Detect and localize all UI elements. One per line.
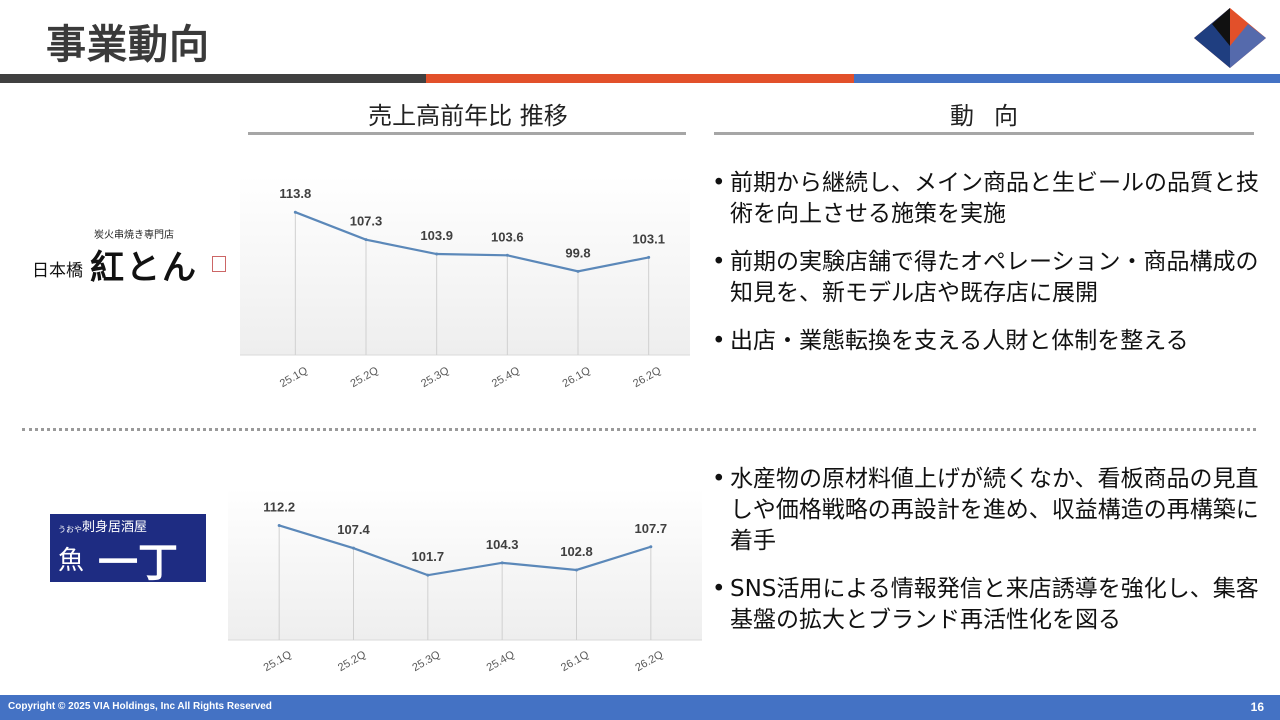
- trend-item: 水産物の原材料値上げが続くなか、看板商品の見直しや価格戦略の再設計を進め、収益構…: [712, 464, 1272, 557]
- iccho-brand-logo: うおや 刺身居酒屋 魚 一丁: [50, 514, 206, 582]
- data-label: 104.3: [486, 537, 519, 552]
- x-tick-label: 26.1Q: [561, 364, 593, 390]
- benton-sales-chart: 113.8 107.3 103.9 103.6 99.8 103.1 25.1Q 25.2Q 2…: [240, 150, 690, 410]
- data-point: [649, 545, 653, 549]
- x-tick-label: 25.1Q: [262, 648, 294, 674]
- benton-trend-list: 前期から継続し、メイン商品と生ビールの品質と技術を向上させる施策を実施 前期の実…: [712, 168, 1272, 374]
- data-label: 107.3: [350, 214, 383, 229]
- x-tick-label: 25.2Q: [336, 648, 368, 674]
- series-line: [294, 211, 649, 273]
- data-point: [426, 573, 430, 577]
- data-label: 112.2: [263, 499, 295, 514]
- benton-sales-chart-svg: 113.8 107.3 103.9 103.6 99.8 103.1 25.1Q 25.2Q 2…: [240, 176, 690, 390]
- trend-heading: 動向: [950, 102, 1038, 130]
- x-tick-label: 25.3Q: [419, 364, 451, 390]
- data-point: [505, 253, 509, 257]
- x-tick-label: 25.4Q: [490, 364, 522, 390]
- data-label: 103.6: [491, 229, 524, 244]
- data-point: [575, 568, 578, 572]
- x-tick-label: 25.4Q: [485, 648, 517, 674]
- data-label: 99.8: [565, 245, 590, 260]
- data-label: 113.8: [279, 186, 311, 201]
- data-label: 101.7: [412, 549, 445, 564]
- data-label: 103.1: [632, 231, 665, 246]
- trend-item: 前期から継続し、メイン商品と生ビールの品質と技術を向上させる施策を実施: [712, 168, 1272, 230]
- x-tick-label: 25.3Q: [410, 648, 442, 674]
- page-title: 事業動向: [46, 22, 210, 68]
- benton-prefix: 日本橋: [32, 261, 83, 281]
- data-label: 107.7: [635, 521, 668, 536]
- seal-stamp-icon: [212, 256, 226, 272]
- page-number: 16: [1250, 700, 1264, 714]
- iccho-trend-list: 水産物の原材料値上げが続くなか、看板商品の見直しや価格戦略の再設計を進め、収益構…: [712, 464, 1272, 653]
- footer-bar: Copyright © 2025 VIA Holdings, Inc All R…: [0, 695, 1280, 720]
- plot-area: [240, 176, 690, 355]
- iccho-sales-chart: 112.2 107.4 101.7 104.3 102.8 107.7 25.1Q 25.2Q…: [228, 468, 702, 694]
- trend-item: 出店・業態転換を支える人財と体制を整える: [712, 326, 1272, 357]
- via-logo-icon: [1194, 8, 1266, 68]
- iccho-sales-chart-svg: 112.2 107.4 101.7 104.3 102.8 107.7 25.1Q 25.2Q…: [228, 488, 702, 674]
- benton-name: 紅とん: [90, 248, 198, 288]
- data-label: 102.8: [560, 544, 593, 559]
- iccho-tagline: 刺身居酒屋: [82, 520, 148, 535]
- data-point: [500, 561, 504, 565]
- fish-emblem-icon: 魚: [58, 546, 85, 576]
- sales-heading-rule: [248, 132, 686, 135]
- header-band-dark: [0, 74, 426, 83]
- x-tick-label: 26.2Q: [631, 364, 663, 390]
- data-point: [364, 238, 368, 242]
- iccho-kana: うおや: [58, 525, 82, 534]
- sales-yoy-heading: 売上高前年比 推移: [368, 102, 568, 130]
- section-divider: [22, 428, 1256, 431]
- plot-area: [228, 488, 702, 640]
- copyright-text: Copyright © 2025 VIA Holdings, Inc All R…: [8, 701, 272, 712]
- benton-brand-logo: 炭火串焼き専門店 日本橋 紅とん: [30, 226, 226, 288]
- x-tick-label: 25.2Q: [349, 364, 381, 390]
- data-point: [576, 269, 580, 273]
- header-band-orange: [426, 74, 854, 83]
- trend-item: 前期の実験店舗で得たオペレーション・商品構成の知見を、新モデル店や既存店に展開: [712, 247, 1272, 309]
- benton-tagline: 炭火串焼き専門店: [94, 230, 174, 241]
- data-point: [647, 255, 651, 259]
- iccho-name: 一丁: [98, 539, 178, 582]
- data-label: 103.9: [420, 228, 453, 243]
- header-band-blue: [854, 74, 1280, 83]
- data-point: [352, 546, 355, 550]
- trend-item: SNS活用による情報発信と来店誘導を強化し、集客基盤の拡大とブランド再活性化を図…: [712, 574, 1272, 636]
- data-point: [435, 252, 439, 256]
- data-point: [277, 523, 281, 527]
- trend-heading-rule: [714, 132, 1254, 135]
- data-point: [293, 210, 297, 214]
- x-tick-label: 25.1Q: [278, 364, 310, 390]
- x-tick-label: 26.1Q: [559, 648, 591, 674]
- data-label: 107.4: [337, 522, 370, 537]
- x-tick-label: 26.2Q: [633, 648, 665, 674]
- series-line: [278, 524, 652, 577]
